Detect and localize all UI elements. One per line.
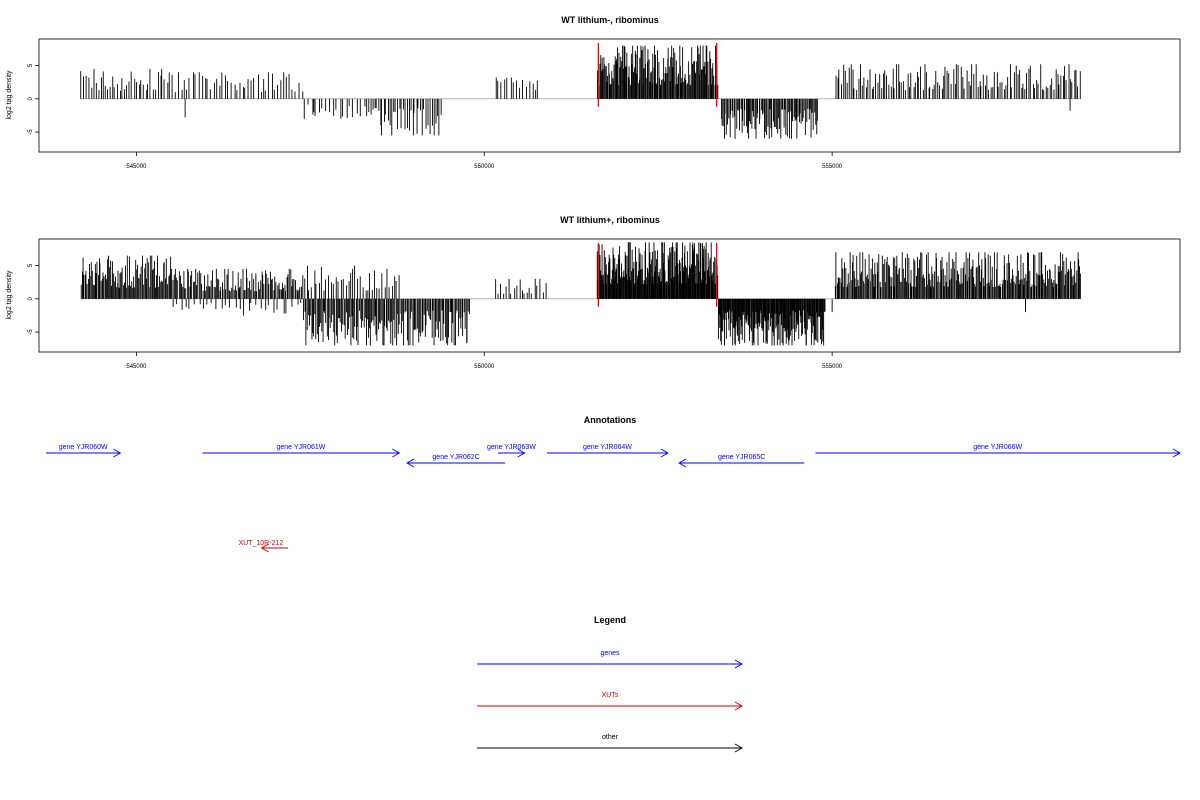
legend-arrowhead [734, 701, 743, 711]
x-tick-label: 545000 [126, 364, 147, 370]
legend-label: XUTs [602, 692, 619, 699]
gene-label: gene YJR060W [59, 444, 108, 451]
x-tick-label: 545000 [126, 164, 147, 170]
xut-label: XUT_10R-212 [238, 540, 283, 547]
legend-label: other [602, 734, 619, 741]
plot-frame [38, 238, 1181, 353]
y-tick-label: 0 [28, 296, 34, 300]
gene-label: gene YJR062C [432, 454, 479, 461]
gene-label: gene YJR061W [276, 444, 325, 451]
gene-arrow: gene YJR066W [815, 444, 1181, 458]
bars [80, 45, 1082, 139]
y-tick-label: 0 [28, 96, 34, 100]
legend-item: XUTs [477, 692, 743, 711]
gene-label: gene YJR065C [718, 454, 765, 461]
y-axis-label: log2 tag density [6, 270, 13, 320]
gene-arrow: gene YJR060W [45, 444, 122, 458]
x-tick-label: 555000 [822, 164, 843, 170]
track-panel-lithium-plus: WT lithium+, ribominus log2 tag density … [6, 215, 1181, 370]
gene-arrow: gene YJR063W [487, 444, 536, 458]
annotations-title: Annotations [584, 415, 637, 425]
y-tick-label: 5 [28, 63, 34, 67]
y-axis: -5 0 5 [28, 63, 39, 135]
legend-arrowhead [734, 743, 743, 753]
plot-frame [38, 38, 1181, 153]
legend-item: other [477, 734, 743, 753]
x-axis: 545000 550000 555000 [126, 352, 843, 370]
legend-label: genes [600, 650, 620, 657]
bars [80, 242, 1082, 346]
legend-title: Legend [594, 615, 626, 625]
panel-title: WT lithium+, ribominus [560, 215, 660, 225]
x-tick-label: 550000 [474, 164, 495, 170]
legend-item: genes [477, 650, 743, 669]
gene-label: gene YJR063W [487, 444, 536, 451]
marker-lines [597, 43, 718, 107]
x-axis: 545000 550000 555000 [126, 152, 843, 170]
gene-label: gene YJR064W [583, 444, 632, 451]
legend-arrowhead [734, 659, 743, 669]
x-tick-label: 550000 [474, 364, 495, 370]
gene-arrow: gene YJR064W [546, 444, 669, 458]
gene-label: gene YJR066W [973, 444, 1022, 451]
track-panel-lithium-minus: WT lithium-, ribominus log2 tag density … [6, 15, 1181, 170]
y-axis: -5 0 5 [28, 263, 39, 335]
y-tick-label: 5 [28, 263, 34, 267]
annotation-features: gene YJR060W gene YJR061W gene YJR062C gene… [45, 444, 1181, 553]
legend-items: genes XUTs other [477, 650, 743, 753]
x-tick-label: 555000 [822, 364, 843, 370]
y-axis-label: log2 tag density [6, 70, 13, 120]
legend: Legend genes XUTs other [477, 615, 743, 753]
gene-arrow: gene YJR065C [678, 454, 805, 468]
y-tick-label: -5 [28, 329, 34, 335]
xut-arrow: XUT_10R-212 [238, 540, 289, 553]
gene-arrow: gene YJR061W [202, 444, 401, 458]
marker-lines [597, 243, 718, 307]
annotations-panel: Annotations gene YJR060W gene YJR061Wgene… [45, 415, 1181, 553]
panel-title: WT lithium-, ribominus [561, 15, 659, 25]
gene-arrow: gene YJR062C [406, 454, 506, 468]
y-tick-label: -5 [28, 129, 34, 135]
